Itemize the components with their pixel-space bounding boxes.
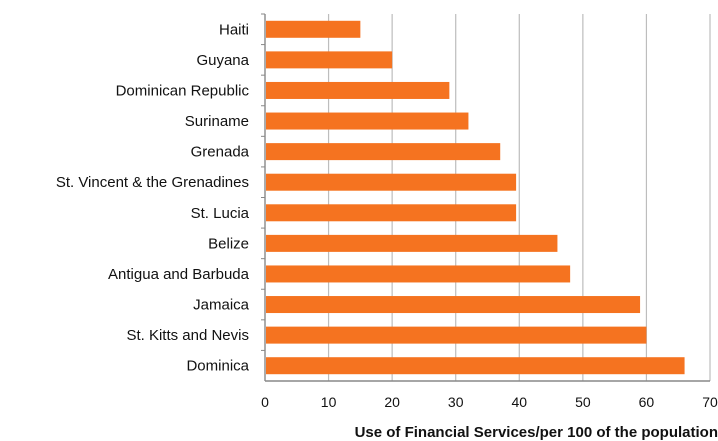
bars xyxy=(266,20,685,375)
category-label: Antigua and Barbuda xyxy=(108,266,250,283)
x-tick-label: 30 xyxy=(448,394,464,410)
category-label: Suriname xyxy=(185,113,249,130)
category-label: Jamaica xyxy=(193,297,250,314)
bar xyxy=(266,204,517,222)
x-tick-label: 50 xyxy=(575,394,591,410)
category-label: Belize xyxy=(208,235,249,252)
category-label: St. Lucia xyxy=(191,205,250,222)
x-tick-label: 60 xyxy=(639,394,655,410)
category-label: St. Vincent & the Grenadines xyxy=(56,174,249,191)
bar xyxy=(266,173,517,191)
bar xyxy=(266,143,501,161)
bar xyxy=(266,326,647,344)
bar xyxy=(266,357,685,375)
category-label: Grenada xyxy=(191,144,250,161)
x-tick-label: 0 xyxy=(261,394,269,410)
x-tick-label: 20 xyxy=(384,394,400,410)
x-tick-label: 40 xyxy=(511,394,527,410)
gridlines xyxy=(327,14,711,381)
axes xyxy=(261,13,710,382)
bar xyxy=(266,20,361,38)
bar xyxy=(266,296,641,314)
bar xyxy=(266,234,558,252)
bar xyxy=(266,81,450,99)
x-tick-label: 70 xyxy=(702,394,718,410)
bar xyxy=(266,112,469,130)
bar xyxy=(266,265,571,283)
bar xyxy=(266,51,393,69)
x-tick-label: 10 xyxy=(321,394,337,410)
category-label: St. Kitts and Nevis xyxy=(126,327,249,344)
x-axis-title: Use of Financial Services/per 100 of the… xyxy=(355,424,718,441)
category-label: Dominican Republic xyxy=(116,82,250,99)
category-label: Guyana xyxy=(196,52,249,69)
x-tick-labels: 0 10 20 30 40 50 60 70 xyxy=(261,394,718,410)
category-label: Dominica xyxy=(186,358,249,375)
category-label: Haiti xyxy=(219,21,249,38)
category-labels: Haiti Guyana Dominican Republic Suriname Gre… xyxy=(56,21,250,374)
